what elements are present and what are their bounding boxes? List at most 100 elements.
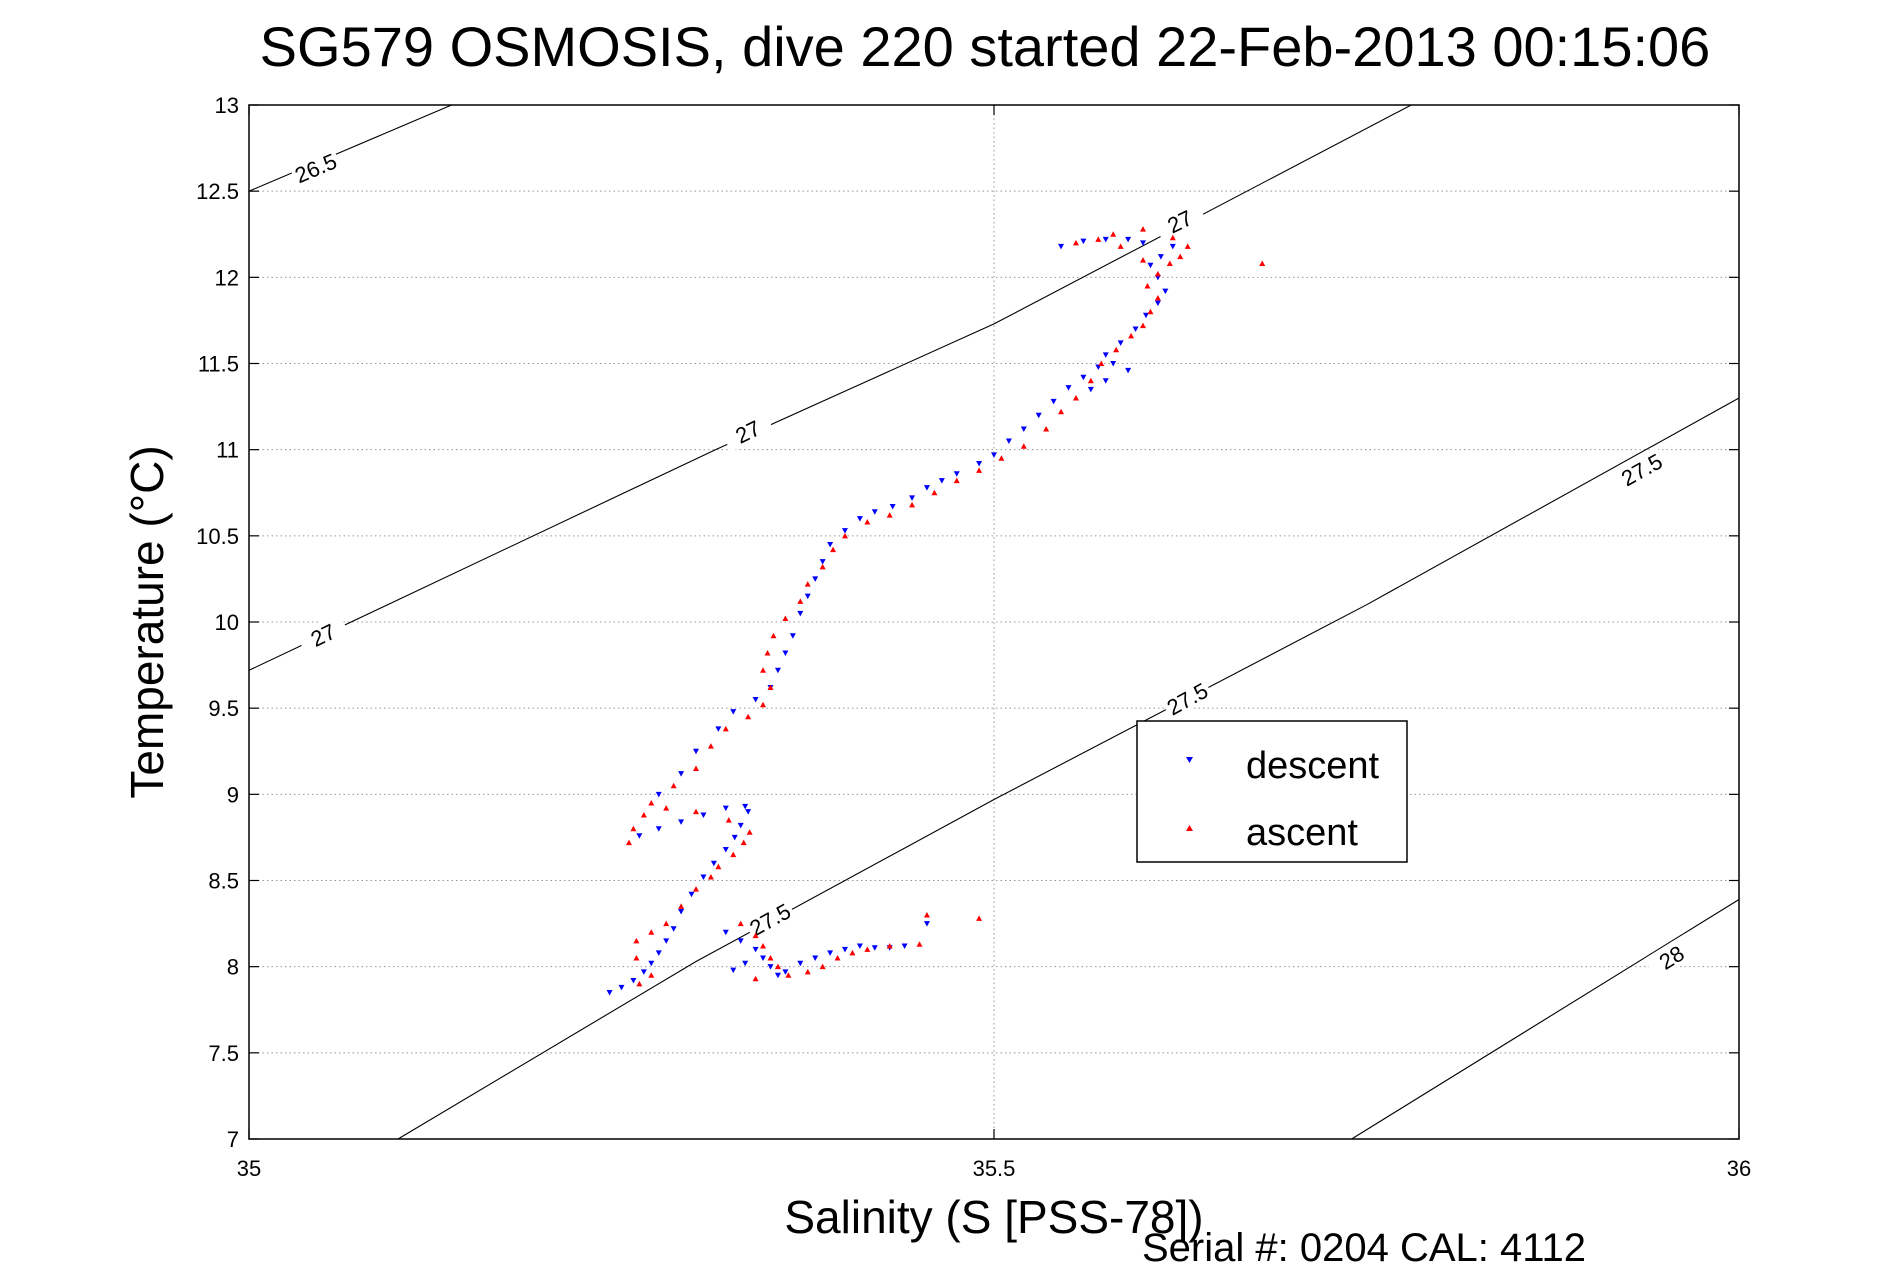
descent-point	[812, 576, 819, 582]
ascent-point	[864, 519, 871, 525]
density-contour-27-5	[397, 397, 1740, 1140]
descent-point	[730, 709, 737, 715]
descent-point	[752, 946, 759, 953]
ascent-point	[1058, 408, 1065, 415]
descent-point	[745, 809, 752, 815]
ascent-point	[785, 972, 792, 978]
ascent-point	[648, 929, 655, 935]
descent-point	[901, 943, 908, 949]
ascent-point	[1154, 295, 1161, 301]
descent-point	[1142, 312, 1149, 319]
contour-label-bg	[288, 146, 343, 188]
ascent-point	[670, 782, 677, 789]
ascent-point	[1072, 394, 1079, 401]
ascent-point	[849, 949, 856, 956]
ascent-point	[1140, 226, 1146, 232]
descent-point	[655, 826, 662, 832]
descent-point	[827, 541, 834, 548]
descent-point	[688, 891, 695, 898]
descent-point	[856, 516, 863, 522]
ascent-point	[707, 874, 714, 880]
ascent-point	[842, 532, 848, 539]
ascent-point	[1259, 260, 1266, 267]
ascent-point	[722, 725, 729, 732]
descent-point	[742, 803, 749, 810]
y-tick-label: 13	[215, 93, 239, 118]
ascent-point	[1140, 257, 1146, 263]
y-tick-label: 12	[215, 265, 239, 290]
y-tick-label: 8.5	[208, 869, 239, 894]
descent-point	[648, 960, 655, 967]
descent-point	[1162, 288, 1169, 295]
y-tick-label: 8	[227, 955, 239, 980]
ascent-point	[767, 955, 774, 961]
y-tick-label: 9.5	[208, 696, 239, 721]
contour-label-bg	[1644, 933, 1698, 980]
ascent-point	[746, 829, 753, 835]
ascent-point	[1144, 282, 1151, 289]
descent-point	[722, 929, 729, 936]
ascent-point	[760, 942, 767, 949]
descent-point	[774, 667, 781, 674]
descent-point	[715, 726, 722, 732]
ascent-point	[830, 546, 837, 553]
descent-point	[1102, 236, 1109, 243]
ascent-point	[774, 963, 781, 970]
ascent-point	[693, 765, 699, 771]
ascent-point	[1154, 270, 1161, 277]
contour-label-bg	[1614, 446, 1668, 491]
ascent-point	[725, 817, 732, 823]
ascent-point	[1087, 377, 1094, 384]
ascent-point	[1020, 443, 1027, 449]
x-tick-label: 35	[237, 1156, 261, 1181]
descent-point	[742, 960, 749, 967]
ascent-point	[630, 825, 637, 832]
descent-point	[1169, 243, 1176, 250]
ascent-point	[752, 975, 759, 982]
contour-label-bg	[742, 896, 797, 941]
ascent-point	[633, 955, 640, 961]
descent-point	[678, 819, 685, 825]
ascent-point	[976, 915, 983, 921]
descent-point	[670, 926, 677, 932]
ascent-point	[886, 512, 893, 518]
descent-point	[797, 960, 804, 967]
descent-point	[1102, 378, 1109, 384]
ascent-point	[764, 650, 771, 656]
descent-point	[636, 833, 643, 839]
ascent-point	[633, 937, 640, 944]
descent-point	[1110, 361, 1117, 367]
descent-point	[1125, 367, 1132, 374]
y-tick-label: 11	[216, 438, 239, 463]
ascent-point	[953, 477, 960, 484]
descent-point	[678, 909, 685, 915]
descent-point	[1087, 386, 1094, 393]
descent-point	[737, 822, 744, 829]
ascent-point	[770, 632, 777, 639]
ascent-point	[767, 684, 774, 690]
ascent-point	[663, 805, 670, 811]
ascent-point	[760, 667, 767, 673]
x-tick-label: 36	[1727, 1156, 1751, 1181]
descent-point	[1035, 412, 1042, 419]
descent-point	[797, 610, 804, 617]
descent-point	[760, 955, 767, 962]
y-tick-label: 10.5	[196, 524, 239, 549]
ascent-point	[804, 968, 811, 975]
ascent-point	[745, 713, 752, 720]
ascent-point	[1177, 253, 1184, 260]
descent-point	[812, 955, 819, 962]
y-axis-label: Temperature (°C)	[121, 445, 173, 798]
y-tick-label: 10	[215, 610, 239, 635]
descent-point	[630, 977, 637, 984]
descent-point	[842, 946, 848, 953]
ascent-point	[864, 946, 871, 952]
ascent-point	[923, 911, 930, 918]
ascent-point	[636, 980, 643, 987]
ascent-point	[625, 839, 632, 846]
descent-point	[752, 697, 759, 703]
descent-point	[678, 771, 685, 777]
ascent-point	[1117, 243, 1124, 249]
descent-point	[938, 478, 945, 484]
